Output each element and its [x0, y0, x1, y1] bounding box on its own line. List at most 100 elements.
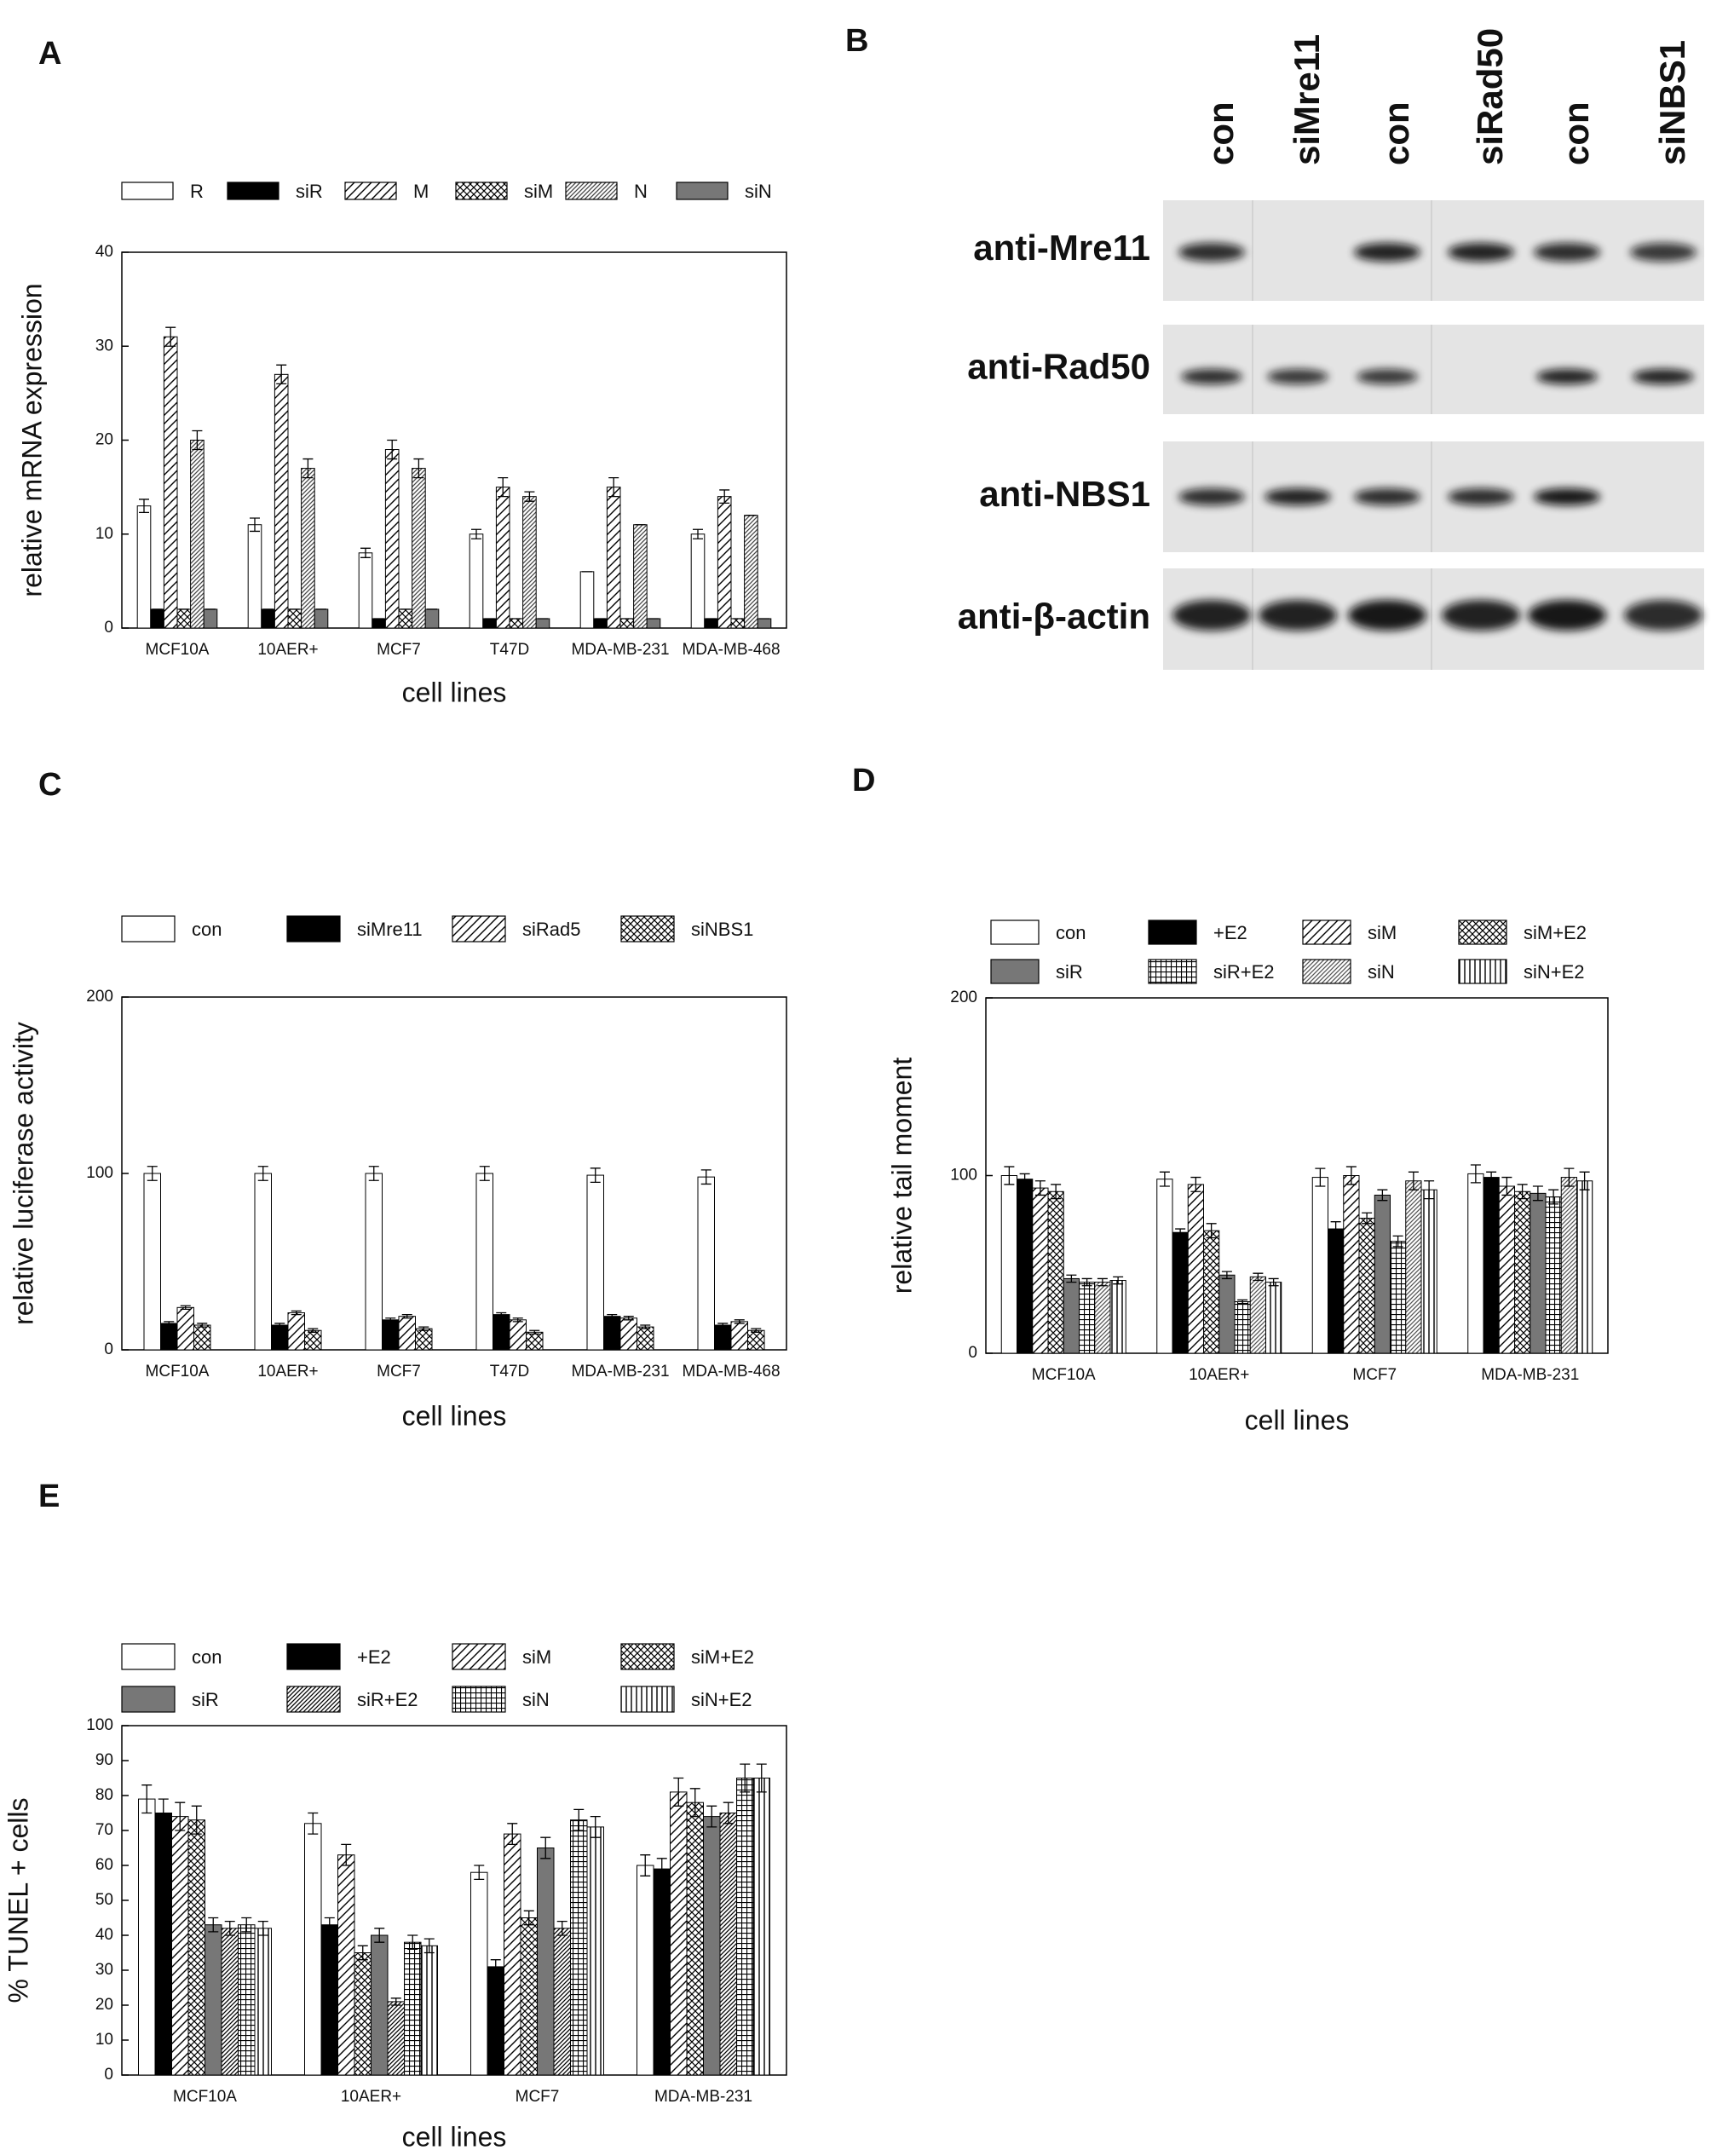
error-bar — [180, 1305, 191, 1311]
y-tick-label: 90 — [95, 1751, 113, 1769]
error-bar — [471, 528, 481, 539]
error-bar — [1362, 1212, 1373, 1225]
bar — [697, 1176, 715, 1351]
error-bar — [360, 547, 371, 558]
bar — [482, 618, 497, 629]
legend-swatch — [452, 1686, 506, 1713]
error-bar — [507, 1823, 518, 1846]
bar — [1498, 1185, 1515, 1354]
error-bar — [590, 1167, 601, 1183]
error-bar — [175, 1801, 186, 1831]
x-tick-label: MDA-MB-231 — [1481, 1366, 1579, 1384]
error-bar — [1345, 1166, 1357, 1185]
legend-swatch — [121, 1643, 176, 1670]
legend-swatch — [1148, 919, 1197, 945]
bar — [384, 449, 400, 629]
bar — [415, 1328, 433, 1351]
y-tick-label: 40 — [95, 1926, 113, 1944]
bar — [138, 1798, 156, 2076]
bar — [717, 496, 732, 629]
error-bar — [1159, 1171, 1170, 1187]
bar — [586, 1174, 604, 1351]
error-bar — [191, 1805, 202, 1835]
error-bar — [1501, 1176, 1512, 1196]
error-bar — [756, 1763, 767, 1793]
bar — [412, 468, 426, 629]
bar — [522, 496, 537, 629]
x-tick-label: MCF10A — [146, 641, 210, 659]
bar — [646, 618, 661, 629]
error-bar — [1097, 1277, 1108, 1287]
legend-label: siR — [296, 181, 323, 202]
y-axis-title: relative tail moment — [886, 1058, 917, 1294]
bar — [747, 1329, 765, 1351]
bar — [1576, 1180, 1593, 1354]
y-tick-label: 20 — [95, 431, 113, 449]
y-tick-label: 0 — [104, 619, 113, 637]
x-tick-label: 10AER+ — [257, 1363, 318, 1381]
error-bar — [1470, 1164, 1481, 1184]
error-bar — [607, 1313, 618, 1319]
error-bar — [164, 1321, 175, 1326]
lane-label: siRad50 — [1470, 28, 1510, 165]
y-tick-label: 60 — [95, 1856, 113, 1874]
panel-label: C — [38, 767, 61, 803]
error-bar — [700, 1169, 711, 1185]
bar — [535, 618, 550, 629]
legend-swatch — [1302, 919, 1351, 945]
x-tick-label: MCF7 — [1352, 1366, 1397, 1384]
y-tick-label: 0 — [104, 2066, 113, 2084]
blot-band — [1624, 600, 1702, 631]
bar — [371, 1934, 389, 2076]
error-bar — [1579, 1171, 1590, 1190]
bar — [619, 1317, 637, 1351]
blot-band — [1348, 600, 1426, 631]
legend-swatch — [227, 182, 279, 200]
bar — [143, 1173, 161, 1351]
bar — [314, 608, 329, 629]
bar — [176, 1306, 194, 1351]
x-tick-label: MCF7 — [516, 2088, 560, 2106]
bar — [633, 524, 648, 629]
error-bar — [1564, 1167, 1575, 1187]
error-bar — [523, 1910, 534, 1926]
bar — [637, 1326, 654, 1351]
x-tick-label: MDA-MB-231 — [571, 641, 669, 659]
error-bar — [656, 1858, 667, 1881]
legend-swatch — [121, 182, 174, 200]
blot-band — [1354, 243, 1420, 262]
bar — [703, 1816, 721, 2076]
error-bar — [241, 1917, 252, 1933]
legend-swatch — [452, 1643, 506, 1670]
legend-swatch — [620, 1686, 675, 1713]
blot-band — [1534, 488, 1600, 505]
bar — [160, 1323, 178, 1351]
bar — [736, 1778, 754, 2076]
x-tick-label: MDA-MB-231 — [654, 2088, 752, 2106]
panel-label: A — [38, 36, 61, 72]
legend-label: siR — [1056, 961, 1083, 983]
error-bar — [689, 1788, 700, 1818]
legend-swatch — [121, 915, 176, 943]
error-bar — [1206, 1223, 1217, 1239]
bar — [1218, 1274, 1236, 1354]
error-bar — [1019, 1173, 1030, 1185]
error-bar — [224, 1920, 235, 1936]
bar — [1420, 1189, 1437, 1354]
legend-label: con — [1056, 922, 1086, 943]
bar — [637, 1865, 654, 2076]
error-bar — [141, 1784, 153, 1814]
bar — [670, 1791, 688, 2076]
bar — [271, 1324, 289, 1351]
bar — [1249, 1276, 1266, 1354]
blot-band — [1630, 243, 1697, 262]
bar — [404, 1941, 422, 2076]
y-tick-label: 20 — [95, 1996, 113, 2014]
blot-band — [1633, 369, 1694, 384]
bar — [287, 608, 302, 629]
error-bar — [623, 1316, 634, 1321]
error-bar — [608, 476, 619, 498]
legend-swatch — [676, 182, 729, 200]
error-bar — [423, 1938, 435, 1954]
bar — [603, 1316, 621, 1351]
